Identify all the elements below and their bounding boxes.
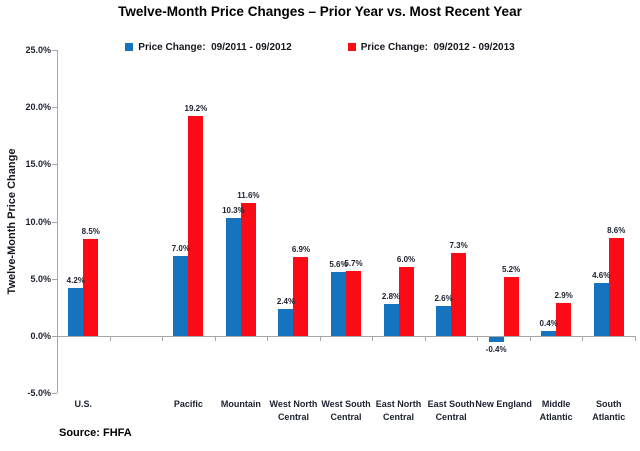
y-tick-label: 20.0%: [25, 102, 51, 113]
bar-value-label: 2.4%: [276, 296, 296, 306]
bar-recent: [398, 267, 414, 336]
legend-swatch-red-icon: [347, 43, 356, 51]
bar-prior: [278, 308, 294, 336]
legend-item-prior-year: Price Change: 09/2011 - 09/2012: [125, 41, 292, 53]
x-tick-mark: [214, 336, 216, 341]
x-tick-mark: [424, 336, 426, 341]
legend-swatch-blue-icon: [125, 43, 134, 51]
y-tick-mark: [52, 164, 57, 166]
bar-recent: [503, 276, 519, 336]
x-tick-mark: [57, 336, 58, 341]
bar-prior: [436, 306, 452, 336]
bar-prior: [488, 337, 504, 342]
y-tick-label: 5.0%: [30, 273, 51, 284]
category-label: U.S.: [74, 399, 93, 409]
bar-value-label: -0.4%: [485, 344, 507, 354]
bar-prior: [331, 271, 346, 336]
x-tick-mark: [109, 336, 111, 341]
chart-title: Twelve-Month Price Changes – Prior Year …: [118, 4, 522, 19]
bar-prior: [68, 287, 84, 336]
legend-item-recent-year: Price Change: 09/2012 - 09/2013: [347, 41, 515, 53]
y-tick-mark: [52, 50, 57, 51]
bar-value-label: 0.4%: [539, 319, 558, 329]
legend-label-recent-year: Price Change: 09/2012 - 09/2013: [360, 41, 515, 53]
bar-value-label: 6.0%: [396, 255, 416, 265]
y-tick-mark: [52, 278, 57, 280]
bar-value-label: 7.3%: [449, 240, 468, 250]
bar-value-label: 2.9%: [554, 290, 573, 300]
y-tick-label: 25.0%: [25, 45, 51, 55]
x-tick-mark: [529, 336, 531, 341]
legend-label-prior-year: Price Change: 09/2011 - 09/2012: [138, 41, 292, 53]
bar-value-label: 4.2%: [66, 275, 85, 285]
bar-prior: [593, 283, 609, 336]
bar-value-label: 5.7%: [344, 258, 363, 268]
bar-value-label: 2.6%: [434, 294, 453, 304]
y-axis-line: [57, 50, 58, 393]
bar-recent: [556, 302, 572, 336]
bar-value-label: 5.2%: [502, 264, 521, 274]
bar-recent: [608, 237, 624, 336]
y-tick-mark: [52, 335, 57, 337]
y-tick-mark: [52, 221, 57, 223]
category-label: East South Central: [427, 399, 475, 423]
bar-value-label: 5.6%: [329, 259, 348, 269]
bar-recent: [346, 270, 361, 336]
bar-recent: [293, 257, 309, 336]
x-tick-mark: [319, 336, 321, 341]
y-tick-label: -5.0%: [27, 388, 51, 398]
bar-prior: [383, 303, 399, 336]
chart-legend: Price Change: 09/2011 - 09/2012 Price Ch…: [0, 39, 640, 55]
x-tick-mark: [582, 336, 584, 341]
bar-value-label: 8.5%: [81, 226, 100, 236]
bar-recent: [451, 252, 467, 336]
bar-recent: [240, 203, 256, 336]
bar-prior: [225, 218, 241, 336]
bar-value-label: 10.3%: [222, 206, 245, 216]
x-axis-baseline: [57, 336, 635, 337]
y-tick-label: 0.0%: [30, 330, 51, 341]
x-tick-mark: [372, 336, 374, 341]
y-tick-label: 15.0%: [25, 159, 51, 170]
category-label: South Atlantic: [592, 399, 626, 423]
x-tick-mark: [162, 336, 164, 341]
bar-value-label: 8.6%: [607, 225, 626, 235]
bar-value-label: 11.6%: [237, 191, 260, 201]
category-label: West South Central: [321, 399, 371, 423]
bar-value-label: 4.6%: [592, 271, 611, 281]
category-label: Pacific: [173, 399, 203, 409]
x-tick-mark: [267, 336, 269, 341]
category-label: New England: [475, 399, 532, 409]
category-label: Middle Atlantic: [539, 399, 573, 423]
bar-value-label: 19.2%: [184, 104, 208, 114]
y-tick-label: 10.0%: [25, 216, 51, 227]
category-label: Mountain: [220, 399, 261, 409]
x-tick-mark: [477, 336, 479, 341]
y-tick-mark: [52, 393, 57, 394]
category-label: West North Central: [269, 399, 318, 423]
bar-value-label: 7.0%: [171, 243, 190, 253]
bar-value-label: 2.8%: [381, 291, 401, 301]
bar-prior: [541, 331, 557, 336]
category-label: East North Central: [375, 399, 422, 423]
bar-recent: [83, 238, 99, 336]
y-tick-mark: [52, 107, 57, 109]
source-note: Source: FHFA: [59, 427, 132, 439]
bar-recent: [188, 116, 204, 336]
x-tick-mark: [635, 336, 636, 341]
bar-prior: [173, 255, 189, 336]
bar-value-label: 6.9%: [291, 245, 311, 255]
